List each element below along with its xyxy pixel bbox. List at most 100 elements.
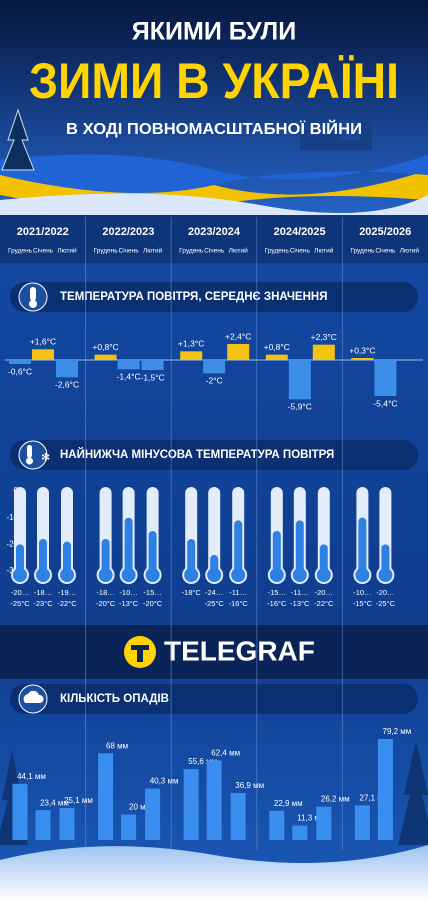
value-label: -0,6°C [8, 366, 32, 376]
value-label-low: -13°C [290, 599, 310, 608]
value-label-low: -16°C [267, 599, 287, 608]
bar [354, 805, 370, 840]
bar [227, 344, 250, 360]
thermometer-fill-bulb [355, 568, 370, 582]
section-bar [10, 684, 418, 714]
value-label: -20… [11, 588, 29, 597]
bar [145, 788, 161, 840]
y-tick-label: -10 [6, 513, 18, 522]
city [300, 105, 372, 150]
section-bar [10, 282, 418, 312]
section-bar [10, 440, 418, 470]
value-label: +0,8°C [92, 342, 118, 352]
value-label-low: -25°C [205, 599, 225, 608]
month-label: Січень [119, 247, 140, 255]
value-label: 36,9 мм [235, 781, 264, 790]
value-label-low: -13°C [119, 599, 139, 608]
value-label: 68 мм [106, 741, 128, 750]
thermometer-fill [295, 520, 304, 575]
season-label: 2021/2022 [17, 226, 69, 238]
icon [26, 457, 33, 465]
bar [59, 807, 75, 840]
value-label: 44,1 мм [17, 772, 46, 781]
icon [18, 440, 48, 470]
bar [206, 760, 222, 840]
value-label: +0,3°C [349, 345, 375, 355]
thermometer-fill-bulb [378, 568, 393, 582]
value-label: +1,3°C [178, 339, 204, 349]
bar [94, 354, 117, 360]
value-label: -19… [58, 588, 76, 597]
bar [183, 769, 199, 840]
icon [27, 445, 32, 458]
value-label: 22,9 мм [274, 799, 303, 808]
value-label: 25,1 мм [64, 796, 93, 805]
value-label: 40,3 мм [150, 777, 179, 786]
thermometer-fill-bulb [269, 568, 284, 582]
thermometer-fill-bulb [60, 568, 74, 582]
thermometer-fill [39, 539, 47, 575]
value-label: -18… [96, 588, 114, 597]
value-label: 23,4 мм [40, 798, 69, 807]
thermometer-fill-bulb [145, 568, 160, 582]
month-label: Грудень [8, 248, 33, 255]
logo-text: TELEGRAF [164, 635, 315, 666]
value-label: 20 мм [129, 803, 151, 812]
value-label: +2,4°C [225, 331, 251, 341]
bar [12, 783, 28, 840]
value-label: -18°C [182, 588, 202, 597]
thermometer-tube [208, 487, 221, 575]
month-label: Січень [290, 247, 311, 255]
month-label: Лютий [314, 247, 334, 255]
icon [23, 690, 44, 703]
bar [288, 360, 311, 400]
season-label: 2023/2024 [188, 226, 241, 238]
snow [0, 845, 428, 902]
bar [35, 810, 51, 840]
bar [9, 360, 31, 364]
logo-icon [131, 645, 149, 662]
month-label: Грудень [179, 248, 204, 255]
value-label: -2,6°C [55, 380, 79, 390]
thermometer-fill-bulb [13, 568, 27, 582]
logo-band [0, 625, 428, 679]
value-label-low: -25°C [10, 599, 30, 608]
value-label-low: -20°C [96, 599, 116, 608]
value-label: -2°C [206, 376, 223, 386]
thermometer-fill-bulb [231, 568, 246, 582]
tree [1, 108, 35, 171]
month-label: Грудень [265, 248, 290, 255]
value-label: -10… [119, 588, 137, 597]
bar [377, 739, 393, 840]
month-label: Грудень [350, 248, 375, 255]
thermometer-fill [319, 544, 328, 575]
month-label: Лютий [143, 247, 163, 255]
section-title: ТЕМПЕРАТУРА ПОВІТРЯ, СЕРЕДНЄ ЗНАЧЕННЯ [60, 291, 327, 303]
value-label: -11… [291, 588, 309, 597]
value-label: -15… [143, 588, 161, 597]
thermometer-fill [381, 544, 390, 575]
tree [398, 740, 428, 845]
thermometer-fill-bulb [207, 568, 222, 582]
month-label: Лютий [229, 247, 249, 255]
season-header [0, 215, 428, 263]
header-line3: В ХОДІ ПОВНОМАСШТАБНОЇ ВІЙНИ [66, 119, 362, 138]
thermometer-fill [16, 544, 24, 575]
bar [32, 349, 54, 360]
value-label: 55,6 мм [188, 757, 217, 766]
value-label: +1,6°C [30, 337, 56, 347]
value-label: -5,9°C [288, 402, 312, 412]
value-label: -1,4°C [117, 372, 141, 382]
thermometer-fill [101, 539, 110, 575]
value-label-low: -22°C [57, 599, 77, 608]
value-label: -20… [315, 588, 333, 597]
thermometer-fill-bulb [121, 568, 136, 582]
bar [230, 792, 246, 840]
month-label: Січень [375, 247, 396, 255]
bar [203, 360, 226, 374]
value-label: 79,2 мм [383, 727, 412, 736]
value-label: -5,4°C [373, 398, 397, 408]
bar [117, 360, 140, 370]
bar [180, 351, 203, 360]
